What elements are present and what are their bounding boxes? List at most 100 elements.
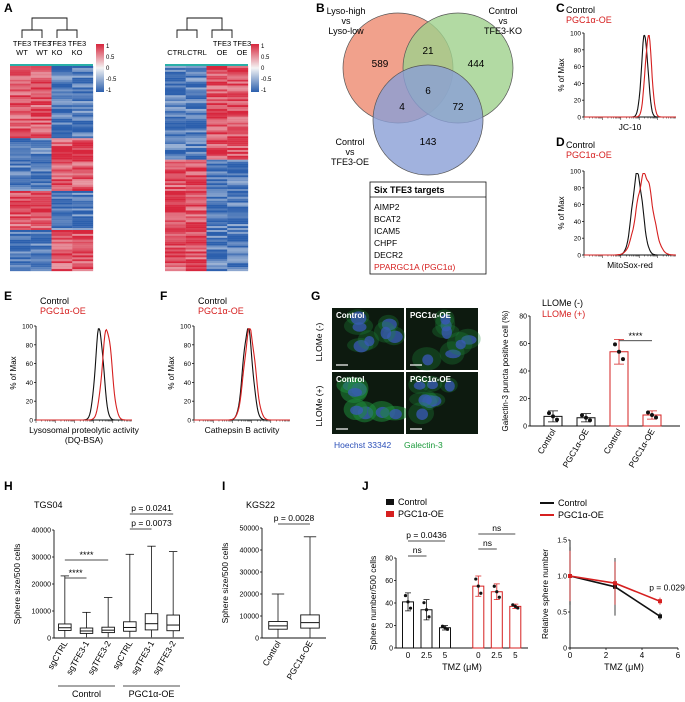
heat-cell — [51, 97, 73, 100]
heat-cell — [30, 255, 52, 258]
cell-nucleus — [440, 314, 451, 325]
heat-cell — [206, 132, 228, 135]
heat-cell — [185, 181, 207, 184]
heat-cell — [30, 267, 52, 270]
panel-a-label: A — [4, 1, 13, 15]
j-bar — [439, 627, 451, 649]
heat-cell — [30, 187, 52, 190]
heat-cell — [185, 99, 207, 102]
right-heatmap — [165, 66, 249, 272]
heat-cell — [206, 175, 228, 178]
i-ytick-label: 10000 — [240, 614, 260, 621]
heat-cell — [30, 214, 52, 217]
heat-cell — [165, 107, 186, 110]
heat-cell — [185, 190, 207, 194]
heat-cell — [206, 214, 228, 217]
heat-cell — [51, 169, 73, 172]
panel-j-label: J — [362, 479, 369, 493]
heat-cell — [10, 101, 31, 104]
heat-cell — [165, 243, 186, 246]
heat-cell — [185, 257, 207, 260]
heat-cell — [165, 202, 186, 205]
heat-cell — [30, 245, 52, 248]
heat-cell — [30, 112, 52, 115]
heat-cell — [51, 181, 73, 184]
heat-cell — [227, 114, 249, 117]
j-legend-oe: PGC1α-OE — [398, 509, 444, 519]
heat-cell — [72, 259, 94, 262]
heat-cell — [10, 214, 31, 217]
heat-cell — [185, 261, 207, 264]
venn-set1-text: vs — [342, 16, 352, 26]
heat-cell — [165, 237, 186, 240]
heat-cell — [165, 226, 186, 229]
heat-cell — [206, 241, 228, 244]
panel-label: F — [160, 289, 167, 303]
heat-cell — [10, 263, 31, 266]
ytick-label: 40 — [26, 380, 34, 387]
heat-cell — [30, 95, 52, 98]
heat-cell — [10, 247, 31, 250]
heat-cell — [165, 210, 186, 213]
heat-cell — [72, 175, 94, 178]
right-col-label: TFE3 — [213, 39, 231, 48]
heat-cell — [165, 233, 186, 236]
stain-hoechst: Hoechst 33342 — [334, 440, 391, 450]
heat-cell — [227, 138, 249, 141]
heat-cell — [51, 163, 73, 166]
heat-cell — [30, 83, 52, 86]
heat-cell — [227, 159, 249, 162]
heat-cell — [10, 208, 31, 211]
heat-cell — [165, 235, 186, 238]
g-ytick-label: 80 — [519, 314, 527, 321]
heat-cell — [227, 247, 249, 250]
heat-cell — [206, 66, 228, 69]
heat-cell — [206, 228, 228, 231]
heat-cell — [185, 89, 207, 92]
heat-cell — [185, 198, 207, 201]
heat-cell — [30, 206, 52, 209]
heat-cell — [165, 259, 186, 262]
heat-cell — [185, 155, 207, 158]
heat-cell — [72, 163, 94, 166]
heat-cell — [10, 142, 31, 145]
heat-cell — [206, 151, 228, 154]
ytick-label: 60 — [184, 361, 192, 368]
heat-cell — [72, 173, 94, 176]
heat-cell — [30, 253, 52, 256]
heat-cell — [10, 85, 31, 88]
ytick-label: 60 — [574, 64, 582, 71]
heat-cell — [227, 95, 249, 98]
heat-cell — [206, 167, 228, 170]
g-point — [613, 342, 617, 347]
heat-cell — [206, 222, 228, 225]
heat-cell — [185, 249, 207, 252]
heat-cell — [206, 263, 228, 266]
heat-cell — [51, 267, 73, 270]
heat-cell — [165, 216, 186, 219]
heat-cell — [30, 148, 52, 151]
heat-cell — [51, 210, 73, 213]
g-point — [584, 415, 588, 420]
heat-cell — [10, 126, 31, 129]
heat-cell — [30, 243, 52, 246]
heat-cell — [206, 259, 228, 262]
ytick-label: 40 — [184, 380, 192, 387]
heat-cell — [185, 77, 207, 80]
heat-cell — [227, 85, 249, 88]
heat-cell — [165, 220, 186, 223]
heat-cell — [185, 75, 207, 78]
heat-cell — [10, 257, 31, 260]
j-point — [474, 577, 478, 581]
heat-cell — [72, 208, 94, 211]
cell-nucleus — [418, 394, 432, 406]
heat-cell — [10, 120, 31, 123]
ytick-label: 0 — [29, 418, 33, 425]
heat-cell — [51, 79, 73, 82]
heat-cell — [165, 159, 186, 162]
heat-cell — [165, 218, 186, 221]
i-ytick-label: 0 — [255, 636, 259, 643]
heat-cell — [72, 126, 94, 129]
heat-cell — [185, 189, 207, 192]
